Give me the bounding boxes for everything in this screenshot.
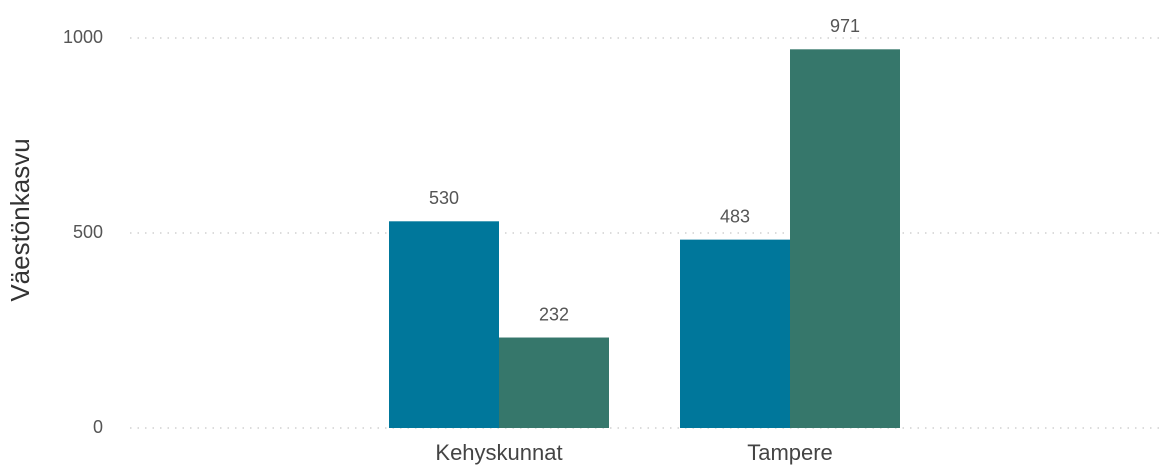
data-label: 971 <box>830 16 860 36</box>
bar <box>389 221 499 428</box>
bar <box>499 337 609 428</box>
bar <box>790 49 900 429</box>
y-tick-label: 500 <box>73 222 103 242</box>
data-label: 483 <box>720 206 750 226</box>
bar <box>680 239 790 428</box>
data-label: 232 <box>539 304 569 324</box>
x-tick-label: Tampere <box>747 440 833 465</box>
y-tick-label: 0 <box>93 417 103 437</box>
y-tick-label: 1000 <box>63 27 103 47</box>
y-axis-label: Väestönkasvu <box>5 138 35 301</box>
x-tick-label: Kehyskunnat <box>435 440 562 465</box>
data-label: 530 <box>429 188 459 208</box>
